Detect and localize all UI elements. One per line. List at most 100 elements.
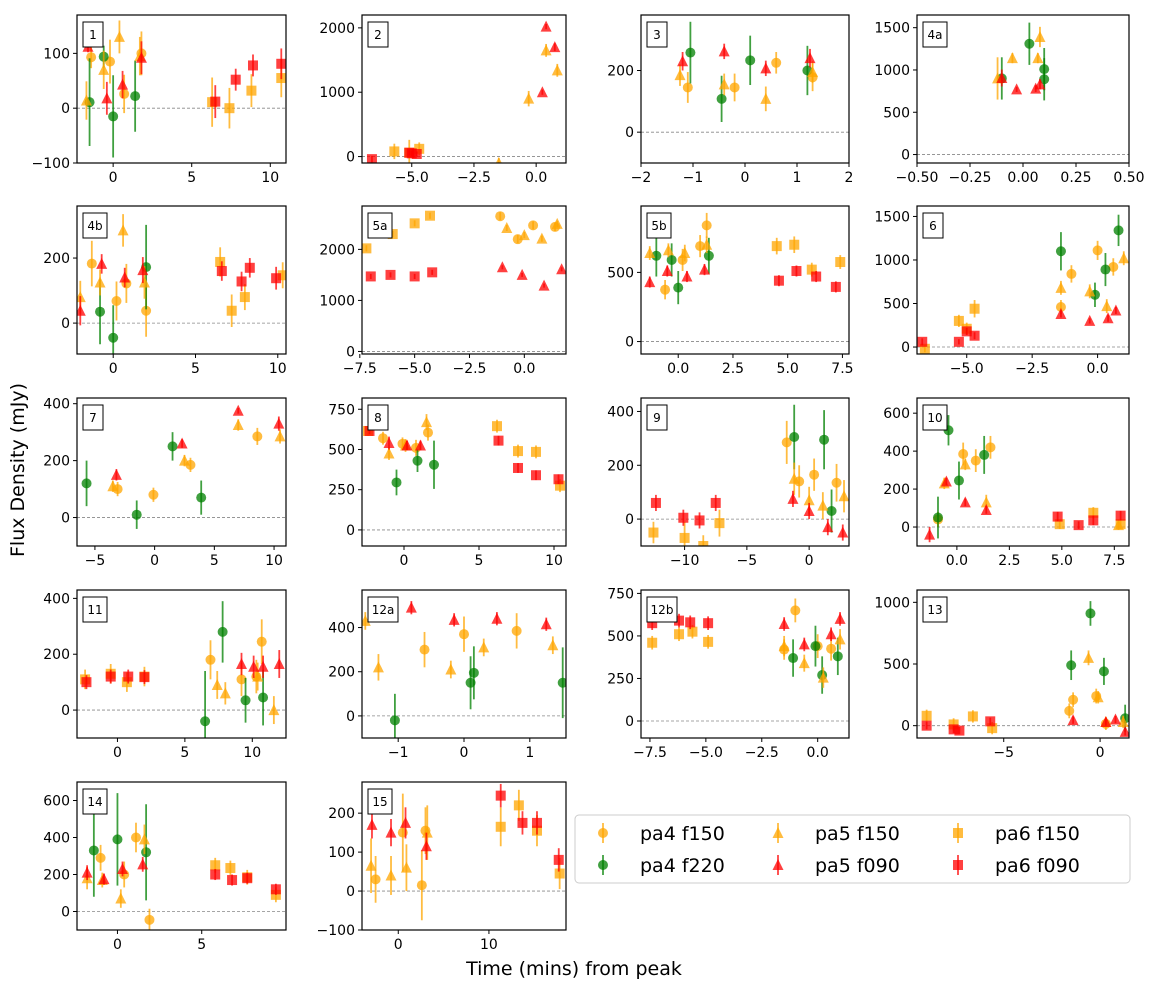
data-points <box>80 601 285 738</box>
panel-label-box <box>82 596 108 623</box>
point-pa5_f150 <box>1101 300 1113 312</box>
x-tick-label: 0.0 <box>807 745 829 761</box>
point-pa6_f150 <box>919 343 930 354</box>
point-pa6_f090 <box>811 271 822 282</box>
point-pa6_f150 <box>687 626 698 637</box>
x-tick-label: 0 <box>113 745 122 761</box>
point-pa5_f090 <box>1102 312 1114 324</box>
point-pa6_f150 <box>225 863 236 874</box>
panel-15: 0 10 −100 0 100 200 15 <box>317 781 567 953</box>
point-pa4_f150 <box>148 489 159 500</box>
point-pa6_f150 <box>414 143 425 154</box>
point-pa5_f150 <box>362 614 371 626</box>
y-tick-label: 200 <box>43 454 70 470</box>
point-pa4_f150 <box>771 57 782 68</box>
point-pa6_f150 <box>555 480 565 491</box>
point-pa5_f090 <box>77 304 86 316</box>
point-pa5_f090 <box>1110 713 1122 725</box>
point-pa5_f090 <box>81 866 93 878</box>
data-points <box>648 404 849 546</box>
point-pa5_f150 <box>117 224 129 236</box>
point-pa5_f090 <box>415 439 426 451</box>
point-pa5_f150 <box>138 276 150 288</box>
point-pa5_f150 <box>959 458 971 470</box>
point-pa5_f090 <box>540 20 552 32</box>
point-pa5_f090 <box>804 52 816 64</box>
point-pa6_f150 <box>277 270 286 281</box>
point-pa5_f090 <box>383 437 395 449</box>
point-pa5_f090 <box>924 528 936 540</box>
point-pa4_f220 <box>788 653 799 664</box>
point-pa5_f090 <box>996 72 1008 84</box>
y-tick-label: 100 <box>328 845 355 861</box>
x-tick-label: 5.0 <box>1051 553 1073 569</box>
point-pa5_f090 <box>137 858 149 870</box>
point-pa5_f150 <box>178 454 190 466</box>
point-pa5_f150 <box>365 859 377 871</box>
legend-marker-circle <box>598 828 608 838</box>
point-pa5_f150 <box>421 826 433 838</box>
x-tick-label: 5 <box>191 361 200 377</box>
point-pa6_f090 <box>969 330 980 341</box>
point-pa4_f150 <box>236 674 247 685</box>
axes-frame <box>76 205 287 355</box>
panel-label-box <box>646 212 672 239</box>
point-pa6_f150 <box>789 239 800 250</box>
point-pa4_f220 <box>196 492 207 503</box>
x-tick-label: −2.5 <box>745 745 779 761</box>
axes-frame <box>76 781 287 931</box>
point-pa6_f150 <box>121 677 132 688</box>
point-pa4_f220 <box>112 834 123 845</box>
point-pa5_f150 <box>551 217 563 229</box>
x-tick-label: 0.0 <box>667 361 689 377</box>
point-pa4_f220 <box>832 651 843 662</box>
point-pa5_f150 <box>760 92 772 104</box>
point-pa5_f090 <box>1067 714 1079 726</box>
point-pa5_f090 <box>110 468 122 480</box>
point-pa5_f090 <box>549 41 561 53</box>
point-pa5_f090 <box>248 660 260 672</box>
point-pa5_f090 <box>959 496 971 508</box>
point-pa6_f150 <box>1054 519 1065 530</box>
point-pa6_f090 <box>105 671 116 682</box>
point-pa4_f220 <box>130 91 141 102</box>
x-tick-label: −5.0 <box>398 361 432 377</box>
x-tick-label: 10 <box>480 937 498 953</box>
point-pa4_f150 <box>781 437 792 448</box>
point-pa5_f150 <box>80 94 92 106</box>
point-pa5_f150 <box>817 499 829 511</box>
x-tick-label: −5.0 <box>950 361 984 377</box>
point-pa5_f090 <box>1119 725 1129 737</box>
point-pa4_f220 <box>810 641 821 652</box>
point-pa5_f090 <box>644 276 656 288</box>
point-pa5_f090 <box>137 264 149 276</box>
point-pa6_f090 <box>961 326 972 337</box>
point-pa5_f090 <box>119 271 131 283</box>
point-pa5_f090 <box>837 526 849 538</box>
panel-label-box <box>367 404 389 431</box>
point-pa4_f220 <box>1066 660 1077 671</box>
panel-11: 0 5 10 0 200 400 11 <box>43 589 287 761</box>
legend-label: pa6 f090 <box>995 855 1080 877</box>
point-pa5_f150 <box>421 416 432 428</box>
y-tick-label: 200 <box>328 806 355 822</box>
point-pa4_f150 <box>419 644 430 655</box>
legend: pa4 f150 pa4 f220 pa5 f150 pa5 f090 pa6 f150… <box>574 814 1131 884</box>
point-pa5_f150 <box>1083 651 1095 663</box>
point-pa6_f090 <box>271 273 282 284</box>
point-pa5_f150 <box>274 430 286 442</box>
axes-frame <box>361 397 567 547</box>
point-pa5_f090 <box>236 658 248 669</box>
y-tick-label: 0 <box>61 101 70 117</box>
point-pa6_f150 <box>703 636 714 647</box>
panel-12a: −1 0 1 0 200 400 12a <box>328 589 567 761</box>
y-tick-label: 250 <box>328 483 355 499</box>
y-tick-label: 2000 <box>319 21 355 37</box>
point-pa6_f150 <box>967 711 978 722</box>
legend-label: pa5 f150 <box>815 823 900 845</box>
point-pa5_f090 <box>980 503 992 515</box>
x-tick-label: −2.5 <box>1015 361 1049 377</box>
point-pa6_f150 <box>495 821 506 832</box>
data-points <box>644 212 846 305</box>
legend-label: pa6 f150 <box>995 823 1080 845</box>
